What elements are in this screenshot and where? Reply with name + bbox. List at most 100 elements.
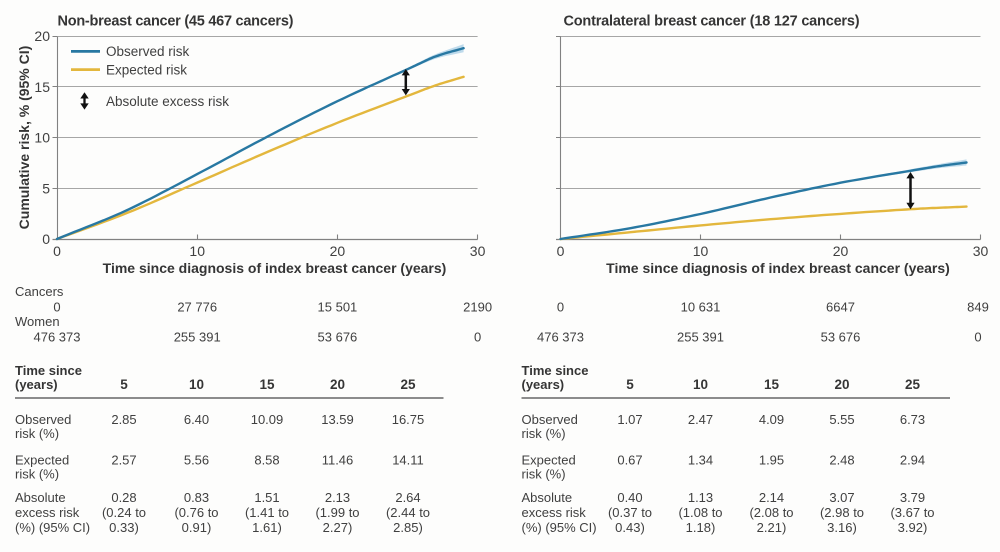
svg-text:15: 15: [764, 377, 780, 392]
svg-text:6647: 6647: [826, 300, 855, 315]
svg-text:(0.24 to: (0.24 to: [102, 505, 146, 520]
svg-text:Cancers: Cancers: [15, 284, 64, 299]
svg-text:1.51: 1.51: [254, 490, 279, 505]
svg-text:53 676: 53 676: [318, 330, 358, 345]
svg-text:2.27): 2.27): [323, 520, 353, 535]
svg-text:849: 849: [967, 300, 989, 315]
svg-text:1.18): 1.18): [686, 520, 716, 535]
svg-text:0: 0: [42, 231, 50, 247]
svg-text:1.95: 1.95: [759, 453, 784, 468]
svg-text:(years): (years): [15, 377, 58, 392]
svg-text:0.67: 0.67: [617, 453, 642, 468]
svg-text:2.48: 2.48: [829, 453, 854, 468]
svg-text:15: 15: [34, 79, 50, 95]
svg-text:2.85: 2.85: [111, 412, 136, 427]
svg-text:(3.67 to: (3.67 to: [890, 505, 934, 520]
svg-text:476 373: 476 373: [34, 330, 81, 345]
svg-text:20: 20: [330, 377, 345, 392]
svg-text:255 391: 255 391: [174, 330, 221, 345]
svg-text:10.09: 10.09: [251, 412, 284, 427]
svg-text:0: 0: [557, 300, 564, 315]
svg-text:53 676: 53 676: [821, 330, 861, 345]
svg-text:0.43): 0.43): [615, 520, 645, 535]
svg-text:4.09: 4.09: [759, 412, 784, 427]
svg-text:2.64: 2.64: [395, 490, 420, 505]
svg-text:2.85): 2.85): [393, 520, 423, 535]
svg-text:Absolute: Absolute: [15, 490, 66, 505]
svg-text:excess risk: excess risk: [15, 505, 80, 520]
svg-text:0: 0: [53, 243, 61, 259]
svg-text:13.59: 13.59: [321, 412, 354, 427]
svg-text:(years): (years): [522, 377, 565, 392]
svg-text:0: 0: [474, 330, 481, 345]
svg-text:15 501: 15 501: [318, 300, 358, 315]
svg-text:risk (%): risk (%): [15, 426, 59, 441]
svg-text:Observed risk: Observed risk: [106, 44, 190, 59]
svg-text:(2.98 to: (2.98 to: [820, 505, 864, 520]
svg-text:(2.08 to: (2.08 to: [749, 505, 793, 520]
svg-text:5.55: 5.55: [829, 412, 854, 427]
svg-text:6.73: 6.73: [900, 412, 925, 427]
svg-text:1.61): 1.61): [252, 520, 282, 535]
svg-text:risk (%): risk (%): [522, 467, 566, 482]
svg-text:2.47: 2.47: [688, 412, 713, 427]
svg-text:(0.76 to: (0.76 to: [174, 505, 218, 520]
svg-text:10: 10: [693, 377, 708, 392]
svg-text:(0.37 to: (0.37 to: [608, 505, 652, 520]
svg-text:20: 20: [834, 377, 849, 392]
svg-text:1.13: 1.13: [688, 490, 713, 505]
svg-text:(1.41 to: (1.41 to: [245, 505, 289, 520]
svg-text:2.94: 2.94: [900, 453, 925, 468]
svg-text:(1.99 to: (1.99 to: [315, 505, 359, 520]
svg-text:Absolute: Absolute: [522, 490, 573, 505]
svg-text:2.13: 2.13: [325, 490, 350, 505]
svg-text:0: 0: [557, 243, 565, 259]
svg-text:5.56: 5.56: [184, 453, 209, 468]
svg-text:0.40: 0.40: [617, 490, 642, 505]
svg-text:3.16): 3.16): [827, 520, 857, 535]
svg-text:0: 0: [974, 330, 981, 345]
svg-text:0.28: 0.28: [111, 490, 136, 505]
svg-text:20: 20: [833, 243, 849, 259]
svg-text:0: 0: [53, 300, 60, 315]
svg-text:Time since: Time since: [15, 363, 82, 378]
svg-text:1.07: 1.07: [617, 412, 642, 427]
svg-text:25: 25: [400, 377, 416, 392]
svg-text:16.75: 16.75: [392, 412, 425, 427]
svg-text:Observed: Observed: [15, 412, 71, 427]
svg-text:11.46: 11.46: [322, 453, 354, 468]
svg-text:Non-breast cancer (45 467 canc: Non-breast cancer (45 467 cancers): [58, 14, 294, 30]
svg-text:30: 30: [470, 243, 486, 259]
svg-text:15: 15: [259, 377, 275, 392]
svg-text:Contralateral breast cancer (1: Contralateral breast cancer (18 127 canc…: [564, 14, 860, 30]
svg-text:Expected risk: Expected risk: [106, 62, 187, 77]
svg-text:0.91): 0.91): [182, 520, 212, 535]
svg-text:10: 10: [189, 243, 205, 259]
svg-text:20: 20: [330, 243, 346, 259]
svg-text:20: 20: [34, 28, 50, 44]
svg-text:10 631: 10 631: [681, 300, 721, 315]
svg-text:2190: 2190: [463, 300, 492, 315]
svg-text:10: 10: [693, 243, 709, 259]
svg-text:Cumulative risk, % (95% CI): Cumulative risk, % (95% CI): [16, 46, 32, 230]
svg-text:255 391: 255 391: [677, 330, 724, 345]
svg-text:risk (%): risk (%): [15, 467, 59, 482]
svg-text:3.07: 3.07: [829, 490, 854, 505]
svg-text:3.79: 3.79: [900, 490, 925, 505]
svg-text:5: 5: [626, 377, 634, 392]
svg-text:5: 5: [42, 180, 50, 196]
svg-text:Observed: Observed: [522, 412, 578, 427]
svg-text:0.33): 0.33): [109, 520, 139, 535]
svg-text:2.57: 2.57: [111, 453, 136, 468]
svg-text:10: 10: [34, 130, 50, 146]
svg-text:2.21): 2.21): [757, 520, 787, 535]
svg-text:Absolute excess risk: Absolute excess risk: [106, 94, 229, 109]
svg-text:Women: Women: [15, 314, 60, 329]
svg-text:476 373: 476 373: [537, 330, 584, 345]
svg-text:8.58: 8.58: [254, 453, 279, 468]
svg-text:27 776: 27 776: [177, 300, 217, 315]
svg-text:30: 30: [973, 243, 989, 259]
svg-text:0.83: 0.83: [184, 490, 209, 505]
svg-text:(%) (95% CI): (%) (95% CI): [522, 520, 597, 535]
svg-text:5: 5: [120, 377, 128, 392]
